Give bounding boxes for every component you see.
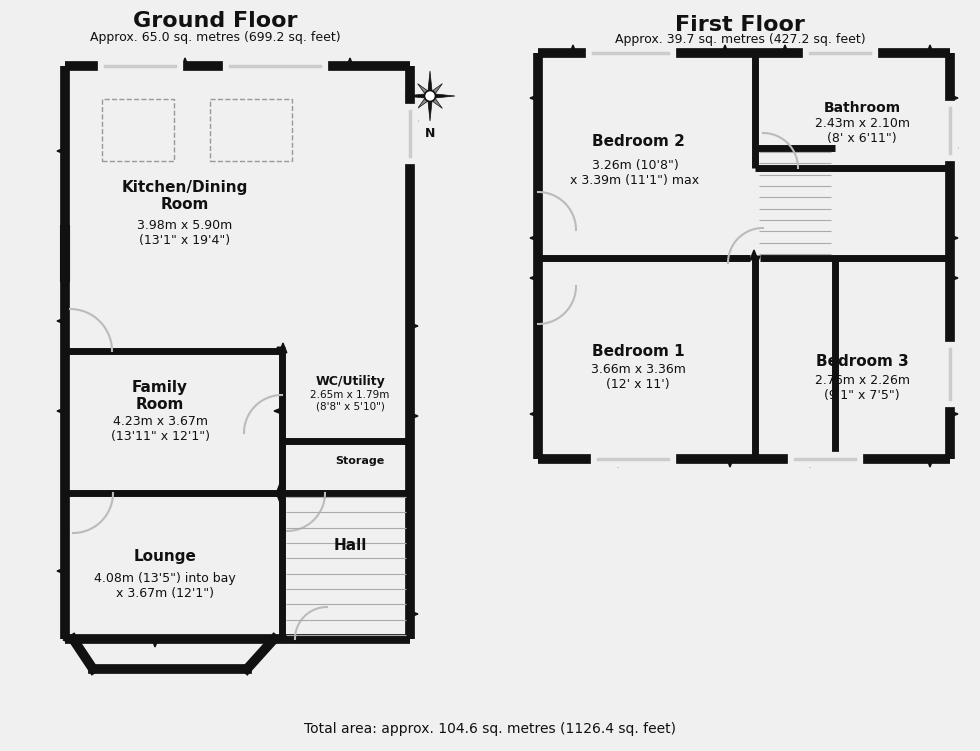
Polygon shape bbox=[949, 94, 958, 102]
Bar bbox=[102, 99, 174, 161]
Text: N: N bbox=[424, 127, 435, 140]
Polygon shape bbox=[57, 147, 67, 155]
Text: 3.66m x 3.36m
(12' x 11'): 3.66m x 3.36m (12' x 11') bbox=[591, 363, 685, 391]
Circle shape bbox=[424, 91, 435, 101]
Text: Storage: Storage bbox=[335, 456, 384, 466]
Text: 2.65m x 1.79m
(8'8" x 5'10"): 2.65m x 1.79m (8'8" x 5'10") bbox=[311, 391, 390, 412]
Polygon shape bbox=[279, 343, 287, 353]
Polygon shape bbox=[721, 45, 729, 55]
Polygon shape bbox=[274, 407, 284, 415]
Text: First Floor: First Floor bbox=[675, 15, 805, 35]
Polygon shape bbox=[409, 322, 418, 330]
Polygon shape bbox=[346, 58, 354, 68]
Polygon shape bbox=[949, 274, 958, 282]
Text: 3.26m (10'8")
x 3.39m (11'1") max: 3.26m (10'8") x 3.39m (11'1") max bbox=[570, 159, 700, 187]
Polygon shape bbox=[57, 567, 67, 575]
Text: Bathroom: Bathroom bbox=[823, 101, 901, 115]
Polygon shape bbox=[807, 457, 813, 467]
Text: WC/Utility: WC/Utility bbox=[316, 375, 385, 388]
Polygon shape bbox=[726, 457, 734, 467]
Text: Bedroom 2: Bedroom 2 bbox=[592, 134, 684, 149]
Text: 2.76m x 2.26m
(9'1" x 7'5"): 2.76m x 2.26m (9'1" x 7'5") bbox=[814, 374, 909, 402]
Polygon shape bbox=[57, 317, 67, 325]
Text: Family
Room: Family Room bbox=[132, 380, 188, 412]
Text: Bedroom 1: Bedroom 1 bbox=[592, 343, 684, 358]
Polygon shape bbox=[530, 274, 540, 282]
Polygon shape bbox=[277, 481, 285, 491]
Polygon shape bbox=[926, 45, 934, 55]
Polygon shape bbox=[949, 410, 958, 418]
Text: Approx. 65.0 sq. metres (699.2 sq. feet): Approx. 65.0 sq. metres (699.2 sq. feet) bbox=[90, 31, 340, 44]
Polygon shape bbox=[417, 96, 430, 108]
Polygon shape bbox=[949, 234, 958, 242]
Polygon shape bbox=[949, 144, 958, 152]
Polygon shape bbox=[926, 457, 934, 467]
Text: Kitchen/Dining
Room: Kitchen/Dining Room bbox=[122, 179, 248, 213]
Polygon shape bbox=[417, 83, 430, 96]
Text: Bedroom 3: Bedroom 3 bbox=[815, 354, 908, 369]
Text: Total area: approx. 104.6 sq. metres (1126.4 sq. feet): Total area: approx. 104.6 sq. metres (11… bbox=[304, 722, 676, 736]
Polygon shape bbox=[274, 636, 284, 644]
Bar bbox=[210, 99, 292, 161]
Polygon shape bbox=[781, 45, 789, 55]
Text: 4.08m (13'5") into bay
x 3.67m (12'1"): 4.08m (13'5") into bay x 3.67m (12'1") bbox=[94, 572, 236, 600]
Polygon shape bbox=[614, 457, 622, 467]
Polygon shape bbox=[428, 96, 432, 121]
Polygon shape bbox=[277, 495, 285, 505]
Text: Hall: Hall bbox=[333, 538, 367, 553]
Polygon shape bbox=[430, 83, 442, 96]
Polygon shape bbox=[181, 58, 189, 68]
Polygon shape bbox=[409, 117, 418, 125]
Text: 4.23m x 3.67m
(13'11" x 12'1"): 4.23m x 3.67m (13'11" x 12'1") bbox=[111, 415, 210, 443]
Bar bbox=[61, 226, 69, 281]
Polygon shape bbox=[63, 636, 73, 644]
Polygon shape bbox=[409, 412, 418, 420]
Text: Ground Floor: Ground Floor bbox=[132, 11, 297, 31]
Polygon shape bbox=[569, 45, 577, 55]
Polygon shape bbox=[530, 410, 540, 418]
Polygon shape bbox=[277, 347, 285, 357]
Polygon shape bbox=[405, 94, 430, 98]
Text: Approx. 39.7 sq. metres (427.2 sq. feet): Approx. 39.7 sq. metres (427.2 sq. feet) bbox=[614, 34, 865, 47]
Text: 3.98m x 5.90m
(13'1" x 19'4"): 3.98m x 5.90m (13'1" x 19'4") bbox=[137, 219, 232, 247]
Polygon shape bbox=[753, 256, 760, 266]
Polygon shape bbox=[750, 250, 758, 260]
Text: 2.43m x 2.10m
(8' x 6'11"): 2.43m x 2.10m (8' x 6'11") bbox=[814, 117, 909, 145]
Polygon shape bbox=[430, 96, 442, 108]
Polygon shape bbox=[530, 234, 540, 242]
Polygon shape bbox=[530, 94, 540, 102]
Polygon shape bbox=[428, 71, 432, 96]
Polygon shape bbox=[57, 407, 67, 415]
Polygon shape bbox=[151, 637, 159, 647]
Text: Lounge: Lounge bbox=[133, 548, 196, 563]
Polygon shape bbox=[409, 610, 418, 618]
Polygon shape bbox=[430, 94, 455, 98]
